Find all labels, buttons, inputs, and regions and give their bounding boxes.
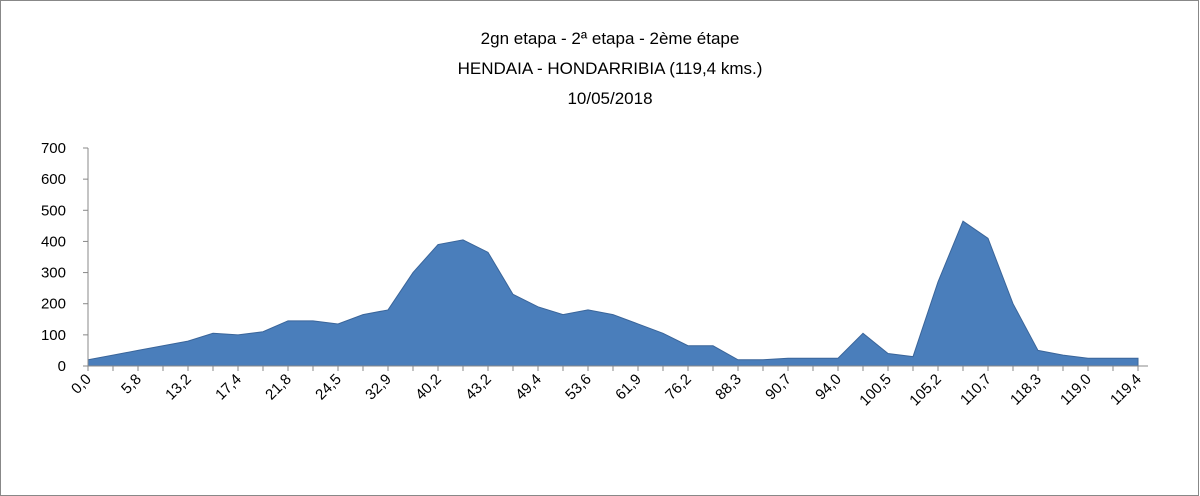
y-tick-label: 300: [41, 265, 66, 282]
y-tick-label: 600: [41, 171, 66, 188]
y-tick-label: 100: [41, 327, 66, 344]
y-tick-label: 700: [41, 140, 66, 157]
y-tick-label: 500: [41, 202, 66, 219]
y-tick-label: 0: [58, 358, 66, 375]
chart-title: 2gn etapa - 2ª etapa - 2ème étape: [481, 29, 740, 48]
y-tick-label: 400: [41, 233, 66, 250]
chart-title: HENDAIA - HONDARRIBIA (119,4 kms.): [458, 59, 763, 78]
area: [87, 220, 1139, 367]
y-tick-label: 200: [41, 296, 66, 313]
chart-title: 10/05/2018: [567, 89, 652, 108]
